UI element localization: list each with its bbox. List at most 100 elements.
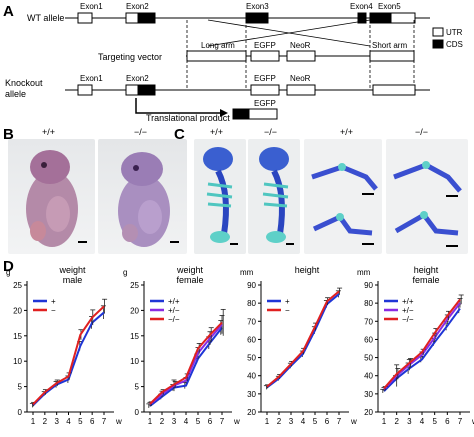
chart4-xlabel: w [471, 417, 474, 426]
short-arm-label: Short arm [372, 41, 407, 50]
product-cds-box [232, 108, 250, 120]
embryo-ko-illustration [118, 152, 179, 247]
chart3-ytick-label-6: 80 [247, 299, 256, 308]
chart4-ytick-label-3: 50 [364, 354, 373, 363]
translation-arrow [135, 98, 222, 114]
genotype-label-c-2: −/− [264, 127, 278, 137]
chart4-series-line-1 [383, 302, 461, 391]
chart3-title: height [295, 265, 320, 275]
chart1-xtick-label-5: 6 [90, 417, 95, 426]
chart4-series-line-2 [383, 298, 461, 390]
chart1-xlabel: w [115, 417, 122, 426]
chart1-title: weight [58, 265, 86, 275]
chart2-xtick-label-1: 2 [160, 417, 165, 426]
skeleton-photo-ko [248, 139, 300, 254]
exon5-label: Exon5 [378, 2, 401, 11]
wt-allele-label: WT allele [27, 13, 64, 23]
chart4-legend-label-1: +/− [402, 306, 414, 315]
chart2-xtick-label-3: 4 [184, 417, 189, 426]
chart4-xtick-label-2: 3 [407, 417, 412, 426]
chart2-xlabel: w [233, 417, 240, 426]
egfp-label-vector: EGFP [254, 41, 276, 50]
chart2-xtick-label-4: 5 [196, 417, 201, 426]
chart1-ytick-label-4: 20 [13, 306, 22, 315]
ko-exon2-cds [137, 84, 156, 96]
egfp-box-ko [250, 84, 280, 96]
neor-label-ko: NeoR [290, 74, 311, 83]
chart2-legend-label-2: −/− [168, 315, 180, 324]
embryo-photo-wt [8, 139, 95, 254]
ko-exon1-box [77, 84, 93, 96]
chart2-ytick-label-0: 0 [135, 408, 140, 417]
chart1-ytick-label-5: 25 [13, 281, 22, 290]
wt-exon1-box [77, 12, 93, 24]
chart3-xtick-label-3: 4 [301, 417, 306, 426]
chart2-legend-label-0: +/+ [168, 297, 180, 306]
chart1-legend-label-0: + [51, 297, 56, 306]
chart2-ytick-label-4: 20 [130, 306, 139, 315]
chart4-xtick-label-0: 1 [382, 417, 387, 426]
genotype-label-b-1: +/+ [42, 127, 56, 137]
chart2-xtick-label-6: 7 [220, 417, 225, 426]
chart3-series-line-1 [266, 290, 340, 388]
chart1-xtick-label-1: 2 [43, 417, 48, 426]
chart1-legend-label-1: − [51, 306, 56, 315]
legend-cds-label: CDS [446, 40, 463, 49]
chart4-ytick-label-2: 40 [364, 372, 373, 381]
chart3-xtick-label-0: 1 [265, 417, 270, 426]
translation-arrowhead [220, 109, 228, 117]
chart1-xtick-label-0: 1 [31, 417, 36, 426]
chart4-ytick-label-5: 70 [364, 317, 373, 326]
targeting-diagram: A WT allele Exon1 Exon2 Exon3 Exon4 Exon… [3, 2, 463, 122]
egfp-label-ko: EGFP [254, 74, 276, 83]
chart3-xtick-label-6: 7 [337, 417, 342, 426]
chart4-xtick-label-3: 4 [420, 417, 425, 426]
long-arm-label: Long arm [201, 41, 235, 50]
wt-exon4-cds [357, 12, 367, 24]
panel-label-d: D [3, 258, 14, 275]
wt-exon2-cds [137, 12, 156, 24]
chart3-ytick-label-5: 70 [247, 317, 256, 326]
chart3-ytick-label-7: 90 [247, 281, 256, 290]
chart1-ytick-label-0: 0 [18, 408, 23, 417]
wt-exon2-utr [125, 12, 139, 24]
embryo-wt-illustration [26, 150, 87, 247]
chart3-xtick-label-2: 3 [289, 417, 294, 426]
genotype-label-b-2: −/− [134, 127, 148, 137]
chart1-series-line-0 [32, 311, 105, 407]
legend-cds-swatch [432, 39, 444, 49]
genotype-label-c-4: −/− [415, 127, 429, 137]
chart3-legend-label-1: − [285, 306, 290, 315]
chart1-ytick-label-1: 5 [18, 383, 23, 392]
chart3-ytick-label-1: 30 [247, 390, 256, 399]
ko-exon5-box [372, 84, 416, 96]
chart2-xtick-label-5: 6 [208, 417, 213, 426]
chart4-ytick-label-0: 20 [364, 408, 373, 417]
chart1-xtick-label-6: 7 [102, 417, 107, 426]
skeleton-wt-illustration [203, 147, 238, 245]
chart3-xtick-label-1: 2 [277, 417, 282, 426]
knockout-label-line1: Knockout [5, 78, 43, 88]
translational-product-label: Translational product [146, 113, 230, 122]
exon1-label: Exon1 [80, 2, 103, 11]
chart1-ytick-label-2: 10 [13, 357, 22, 366]
chart2-series-line-1 [149, 323, 223, 406]
neor-box-vector [286, 50, 316, 62]
limb-wt-illustration [311, 163, 378, 245]
chart4-ytick-label-4: 60 [364, 335, 373, 344]
chart4-xtick-label-1: 2 [394, 417, 399, 426]
chart1-xtick-label-2: 3 [54, 417, 59, 426]
targeting-vector-label: Targeting vector [98, 52, 162, 62]
chart2-ylabel: g [123, 268, 127, 277]
short-arm-box [369, 50, 415, 62]
wt-exon3-cds [245, 12, 269, 24]
chart3-xtick-label-5: 6 [325, 417, 330, 426]
chart2-ytick-label-3: 15 [130, 332, 139, 341]
exon3-label: Exon3 [246, 2, 269, 11]
limb-ko-illustration [393, 161, 462, 247]
chart2-ytick-label-1: 5 [135, 383, 140, 392]
chart1-xtick-label-4: 5 [78, 417, 83, 426]
chart3-ytick-label-2: 40 [247, 372, 256, 381]
ko-exon2-utr [125, 84, 139, 96]
chart1-subtitle: male [63, 275, 83, 285]
